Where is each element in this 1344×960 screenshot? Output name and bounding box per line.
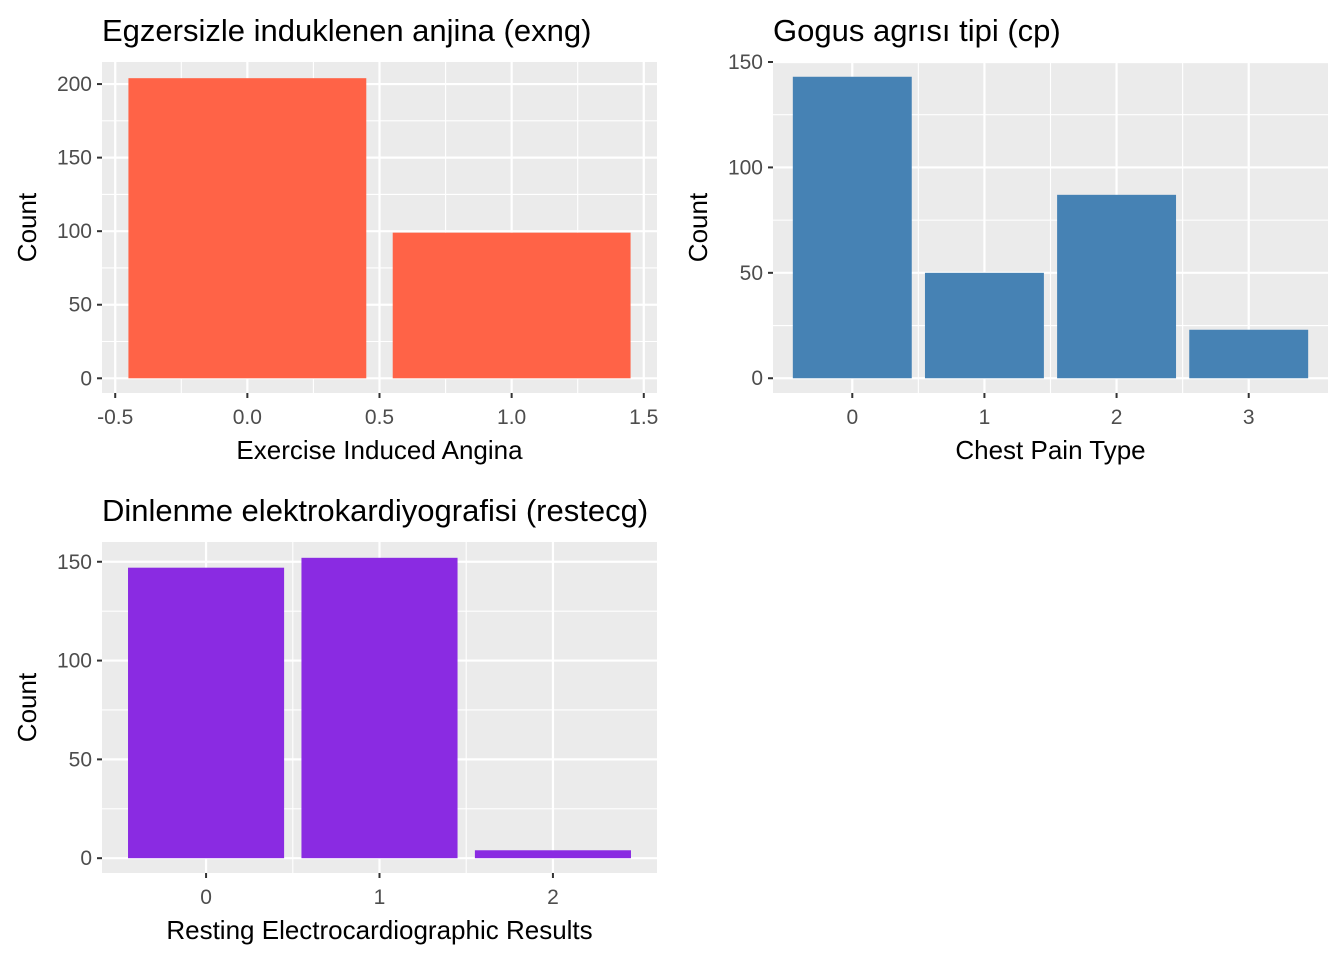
bar: [128, 567, 285, 859]
x-tick-label: 0.0: [233, 406, 262, 429]
bar: [392, 232, 631, 379]
y-tick-label: 100: [728, 156, 763, 179]
bar: [1057, 194, 1177, 379]
x-tick-label: 1: [374, 886, 386, 909]
x-tick-label: 2: [1111, 406, 1123, 429]
exng-chart: 0 50 100 150 200 -0.5 0.0 0.5 1.0 1.5 Egzersizle i…: [12, 13, 658, 465]
bar: [128, 78, 367, 379]
chart-title: Egzersizle induklenen anjina (exng): [102, 13, 591, 48]
y-tick-label: 100: [57, 650, 92, 673]
y-tick-label: 0: [751, 367, 763, 390]
x-tick-label: 0: [846, 406, 858, 429]
x-axis-title: Exercise Induced Angina: [236, 435, 523, 465]
x-axis-title: Resting Electrocardiographic Results: [166, 915, 592, 945]
x-tick-label: 1.5: [629, 406, 658, 429]
y-tick-label: 50: [69, 748, 92, 771]
x-tick-label: 0.5: [365, 406, 394, 429]
cp-chart: 0 50 100 150 0 1 2 3 Gogus agrısı tipi (cp) Chest…: [683, 13, 1328, 465]
bar: [301, 557, 458, 859]
bar: [474, 850, 631, 859]
x-tick-label: 3: [1243, 406, 1255, 429]
y-tick-label: 200: [57, 73, 92, 96]
y-tick-label: 150: [57, 147, 92, 170]
y-tick-label: 100: [57, 220, 92, 243]
chart-title: Gogus agrısı tipi (cp): [773, 13, 1061, 48]
x-tick-label: 2: [547, 886, 559, 909]
x-tick-label: 1: [979, 406, 991, 429]
restecg-chart: 0 50 100 150 0 1 2 Dinlenme elektrokardiyografi…: [12, 493, 657, 945]
y-tick-label: 150: [728, 51, 763, 74]
y-tick-label: 50: [740, 262, 763, 285]
x-tick-label: 1.0: [497, 406, 526, 429]
chart-title: Dinlenme elektrokardiyografisi (restecg): [102, 493, 648, 528]
y-tick-label: 0: [80, 847, 92, 870]
bar: [924, 272, 1044, 379]
y-axis-title: Count: [683, 192, 713, 262]
y-tick-label: 0: [80, 367, 92, 390]
x-tick-label: 0: [200, 886, 212, 909]
y-tick-label: 150: [57, 551, 92, 574]
bar: [1189, 329, 1309, 379]
y-axis-title: Count: [12, 192, 42, 262]
x-axis-title: Chest Pain Type: [955, 435, 1145, 465]
bar: [792, 76, 912, 379]
y-axis-title: Count: [12, 672, 42, 742]
y-tick-label: 50: [69, 294, 92, 317]
x-tick-label: -0.5: [97, 406, 133, 429]
